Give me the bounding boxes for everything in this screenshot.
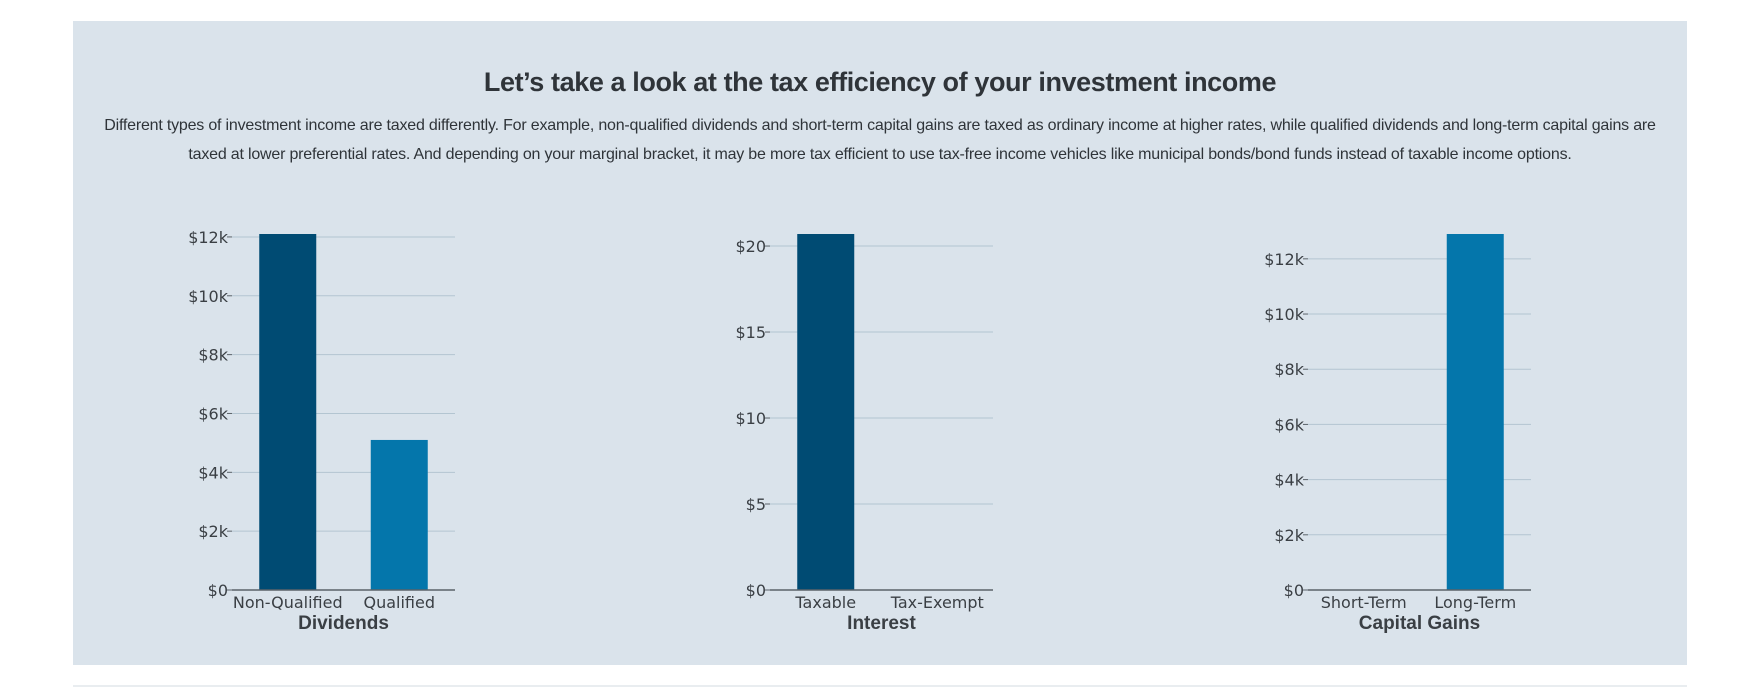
bar-taxable xyxy=(797,234,855,590)
y-tick-label: $8k xyxy=(198,346,228,365)
x-axis-title: Capital Gains xyxy=(1359,613,1480,634)
bar-non-qualified xyxy=(259,234,317,590)
y-tick-label: $8k xyxy=(1274,360,1304,379)
category-label: Non-Qualified xyxy=(233,593,343,612)
y-tick-label: $15 xyxy=(735,323,766,342)
y-tick-label: $5 xyxy=(746,495,766,514)
y-tick-label: $0 xyxy=(208,581,228,600)
y-tick-label: $10 xyxy=(735,409,766,428)
y-tick-label: $0 xyxy=(1284,581,1304,600)
dividends-chart: $0 $2k $4k $6k $8k $10k $12k Non-Qualified Quali… xyxy=(188,228,455,634)
category-label: Short-Term xyxy=(1321,593,1407,612)
capital-gains-chart: $0 $2k $4k $6k $8k $10k $12k Short-Term Long-Ter… xyxy=(1264,234,1531,634)
category-label: Qualified xyxy=(363,593,435,612)
section-divider xyxy=(73,685,1687,687)
y-tick-label: $6k xyxy=(1274,415,1304,434)
y-tick-label: $4k xyxy=(1274,471,1304,490)
y-tick-label: $0 xyxy=(746,581,766,600)
category-label: Taxable xyxy=(794,593,856,612)
y-tick-label: $2k xyxy=(198,522,228,541)
y-tick-label: $4k xyxy=(198,463,228,482)
y-tick-label: $10k xyxy=(188,287,229,306)
intro-paragraph: Different types of investment income are… xyxy=(104,117,1656,163)
tax-efficiency-panel: Let’s take a look at the tax efficiency … xyxy=(73,21,1687,665)
y-tick-label: $2k xyxy=(1274,526,1304,545)
y-tick-label: $12k xyxy=(188,228,229,247)
y-tick-label: $12k xyxy=(1264,250,1305,269)
category-label: Tax-Exempt xyxy=(890,593,984,612)
y-tick-label: $6k xyxy=(198,404,228,423)
x-axis-title: Dividends xyxy=(298,613,389,634)
y-tick-label: $10k xyxy=(1264,305,1305,324)
category-label: Long-Term xyxy=(1434,593,1516,612)
y-tick-label: $20 xyxy=(735,237,766,256)
bar-qualified xyxy=(370,439,428,590)
bar-long-term xyxy=(1446,234,1504,590)
page-title: Let’s take a look at the tax efficiency … xyxy=(483,67,1277,97)
x-axis-title: Interest xyxy=(847,613,916,634)
